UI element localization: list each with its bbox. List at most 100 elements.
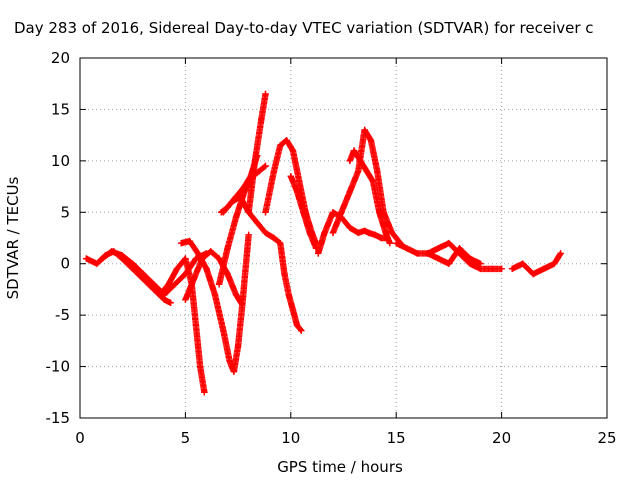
y-tick-label: 5 <box>60 203 70 221</box>
data-point <box>508 265 516 273</box>
data-point <box>156 291 164 298</box>
data-point <box>298 327 305 334</box>
series-arc-9 <box>220 193 305 334</box>
data-point <box>338 209 345 216</box>
data-point <box>296 178 303 185</box>
series-arc-5 <box>182 231 252 309</box>
data-point <box>228 198 235 206</box>
series-arc-15 <box>393 239 505 273</box>
data-point <box>270 234 278 242</box>
series-arc-16 <box>424 245 484 267</box>
data-point <box>173 265 181 273</box>
data-point <box>277 239 284 247</box>
data-point <box>498 265 505 273</box>
data-point <box>129 260 136 267</box>
y-tick-label: -15 <box>46 409 71 427</box>
data-point <box>232 291 240 298</box>
data-point <box>182 255 189 262</box>
data-point <box>93 260 101 267</box>
series-arc-14 <box>329 126 404 247</box>
data-point <box>435 255 442 262</box>
data-point <box>386 239 394 247</box>
series-arc-3 <box>156 255 208 396</box>
data-point <box>215 255 223 262</box>
data-point <box>321 229 328 237</box>
data-point <box>201 389 208 396</box>
x-tick-label: 5 <box>181 429 191 447</box>
data-point <box>167 299 174 306</box>
data-point <box>445 239 453 247</box>
data-point <box>367 137 375 144</box>
data-point <box>232 214 240 221</box>
x-tick-label: 10 <box>281 429 300 447</box>
data-point <box>83 255 90 262</box>
data-point <box>277 142 284 149</box>
data-point <box>382 229 389 237</box>
data-point <box>281 270 288 278</box>
chart-title: Day 283 of 2016, Sidereal Day-to-day VTE… <box>14 19 594 37</box>
data-point <box>239 301 246 309</box>
x-axis-label: GPS time / hours <box>277 458 403 476</box>
data-point <box>380 209 387 216</box>
data-point <box>285 291 292 298</box>
data-point <box>477 260 484 267</box>
data-point <box>388 229 396 237</box>
data-point <box>350 147 358 154</box>
data-point <box>203 265 210 273</box>
data-point <box>369 178 377 185</box>
data-point <box>300 209 307 216</box>
data-point <box>363 167 370 175</box>
data-point <box>186 237 193 245</box>
data-point <box>355 167 362 175</box>
data-point <box>378 234 385 242</box>
axis-ticks: 0 5 10 15 20 25 -15 -10 -5 0 5 10 15 20 <box>46 49 617 447</box>
data-point <box>262 162 269 170</box>
data-point <box>346 157 354 165</box>
series-arc-6 <box>215 162 269 288</box>
data-point <box>165 281 172 288</box>
data-point <box>194 250 202 257</box>
data-point <box>196 363 204 370</box>
y-tick-label: 20 <box>51 49 70 67</box>
data-point <box>230 368 238 375</box>
data-point <box>182 296 189 303</box>
data-point <box>255 167 263 175</box>
data-point <box>540 265 547 273</box>
data-points <box>83 90 564 396</box>
data-point <box>530 270 537 278</box>
data-point <box>247 173 254 180</box>
data-point <box>329 209 337 216</box>
data-point <box>220 209 227 216</box>
data-point <box>289 306 297 314</box>
data-point <box>551 260 558 267</box>
data-point <box>519 260 526 267</box>
x-tick-label: 25 <box>597 429 616 447</box>
x-tick-label: 20 <box>492 429 511 447</box>
data-point <box>445 260 453 267</box>
data-point <box>199 255 206 262</box>
data-point <box>224 245 231 252</box>
data-point <box>403 245 410 252</box>
data-point <box>361 227 368 234</box>
data-point <box>393 239 400 247</box>
data-point <box>177 239 185 247</box>
data-point <box>118 252 126 259</box>
data-point <box>414 250 421 257</box>
data-point <box>258 116 265 123</box>
data-point <box>374 167 381 175</box>
data-point <box>140 270 147 278</box>
data-point <box>557 250 564 257</box>
data-point <box>487 265 495 273</box>
series-arc-11 <box>287 173 320 252</box>
series-arc-17 <box>508 250 564 278</box>
y-tick-label: 0 <box>60 255 70 273</box>
data-point <box>262 209 269 216</box>
data-point <box>283 137 290 144</box>
data-point <box>108 248 115 255</box>
data-point <box>262 229 269 237</box>
x-tick-label: 15 <box>387 429 406 447</box>
data-point <box>211 291 219 298</box>
data-point <box>287 173 294 180</box>
data-point <box>241 183 248 190</box>
